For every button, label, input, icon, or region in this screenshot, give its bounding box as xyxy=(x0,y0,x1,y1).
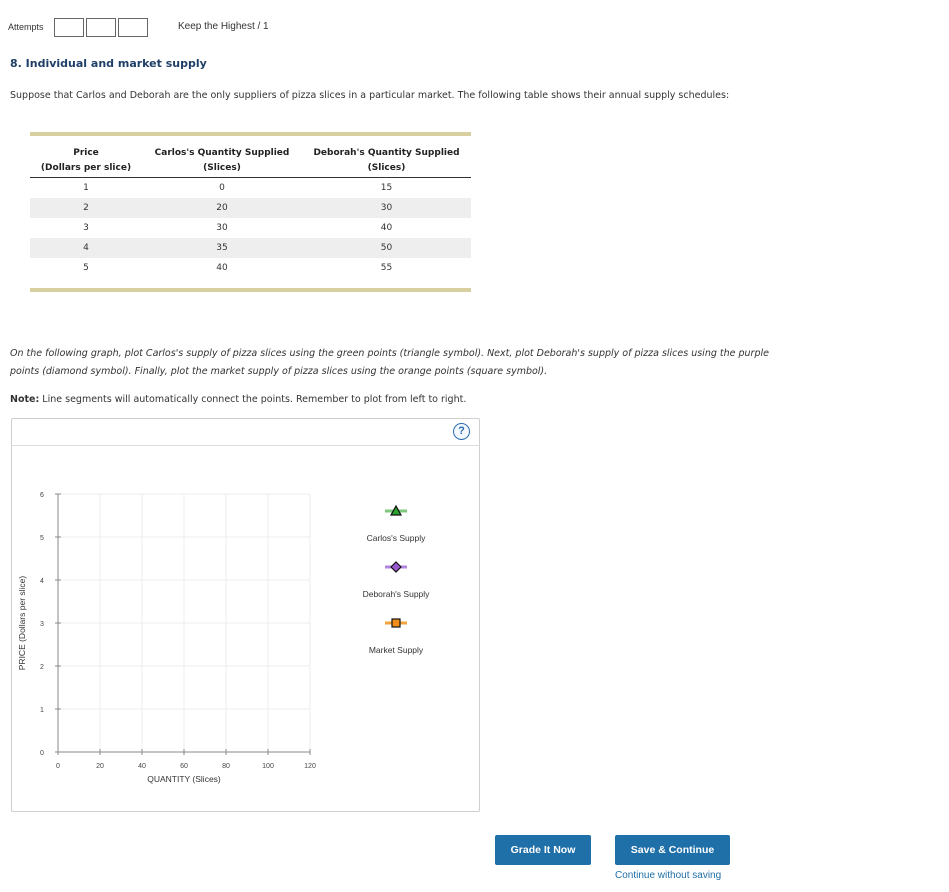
scoring-policy: Keep the Highest / 1 xyxy=(178,21,269,32)
note: Note: Line segments will automatically c… xyxy=(10,394,466,405)
attempt-box xyxy=(54,18,84,37)
table-row: 3 30 40 xyxy=(30,218,471,238)
legend-item[interactable]: Deborah's Supply xyxy=(363,561,431,599)
question-title: 8. Individual and market supply xyxy=(10,57,207,70)
table-top-rule xyxy=(30,132,471,136)
save-and-continue-button[interactable]: Save & Continue xyxy=(615,835,730,865)
column-unit-carlos: (Slices) xyxy=(142,160,302,178)
legend-label: Market Supply xyxy=(369,645,424,655)
column-header-deborah: Deborah's Quantity Supplied xyxy=(313,148,460,158)
attempt-box xyxy=(118,18,148,37)
y-tick-label: 6 xyxy=(40,492,44,499)
y-tick-label: 1 xyxy=(40,707,44,714)
y-tick-label: 2 xyxy=(40,664,44,671)
table-cell: 0 xyxy=(219,183,225,193)
help-icon[interactable]: ? xyxy=(453,423,470,440)
legend-item[interactable]: Market Supply xyxy=(369,618,424,655)
column-unit-deborah: (Slices) xyxy=(302,160,471,178)
table-cell: 40 xyxy=(380,223,393,233)
y-tick-label: 4 xyxy=(40,578,44,585)
grade-it-now-button[interactable]: Grade It Now xyxy=(495,835,591,865)
legend-label: Carlos's Supply xyxy=(367,533,427,543)
graph-panel xyxy=(11,418,480,812)
x-tick-label: 40 xyxy=(138,763,146,770)
x-tick-label: 80 xyxy=(222,763,230,770)
y-tick-label: 5 xyxy=(40,535,44,542)
column-header-carlos: Carlos's Quantity Supplied xyxy=(154,148,290,158)
column-header-price: Price xyxy=(73,148,99,158)
x-tick-label: 0 xyxy=(56,763,60,770)
table-bottom-rule xyxy=(30,288,471,292)
graph-panel-divider xyxy=(11,445,480,446)
triangle-icon xyxy=(389,504,403,516)
diamond-icon xyxy=(390,561,402,573)
y-axis-title: PRICE (Dollars per slice) xyxy=(17,576,27,671)
attempts-label: Attempts xyxy=(8,22,44,32)
table-row: 1 0 15 xyxy=(30,178,471,199)
y-tick-label: 0 xyxy=(40,750,44,757)
table-cell: 30 xyxy=(216,223,228,233)
table-cell: 50 xyxy=(302,238,471,258)
table-cell: 35 xyxy=(142,238,302,258)
x-tick-label: 20 xyxy=(96,763,104,770)
table-row: 4 35 50 xyxy=(30,238,471,258)
supply-schedule-table: Price Carlos's Quantity Supplied Deborah… xyxy=(30,132,471,292)
table-cell: 2 xyxy=(30,198,142,218)
x-axis-title: QUANTITY (Slices) xyxy=(147,774,221,784)
table-cell: 5 xyxy=(83,263,89,273)
table-row: 5 40 55 xyxy=(30,258,471,278)
table-cell: 55 xyxy=(380,263,393,273)
legend-label: Deborah's Supply xyxy=(363,589,431,599)
note-label: Note: xyxy=(10,394,40,405)
x-tick-label: 60 xyxy=(180,763,188,770)
column-unit-price: (Dollars per slice) xyxy=(30,160,142,178)
question-intro: Suppose that Carlos and Deborah are the … xyxy=(10,90,730,101)
table-cell: 4 xyxy=(30,238,142,258)
note-text: Line segments will automatically connect… xyxy=(42,394,467,405)
table-cell: 15 xyxy=(380,183,393,193)
table-cell: 30 xyxy=(302,198,471,218)
square-icon xyxy=(391,618,401,628)
attempt-box xyxy=(86,18,116,37)
x-tick-label: 100 xyxy=(262,763,274,770)
legend-item[interactable]: Carlos's Supply xyxy=(367,504,427,543)
table-cell: 1 xyxy=(83,183,89,193)
table-cell: 20 xyxy=(142,198,302,218)
y-tick-label: 3 xyxy=(40,621,44,628)
continue-without-saving-link[interactable]: Continue without saving xyxy=(615,870,722,881)
table-cell: 3 xyxy=(83,223,89,233)
graph-instructions: On the following graph, plot Carlos's su… xyxy=(10,348,769,377)
table-row: 2 20 30 xyxy=(30,198,471,218)
table-cell: 40 xyxy=(216,263,228,273)
x-tick-label: 120 xyxy=(304,763,316,770)
